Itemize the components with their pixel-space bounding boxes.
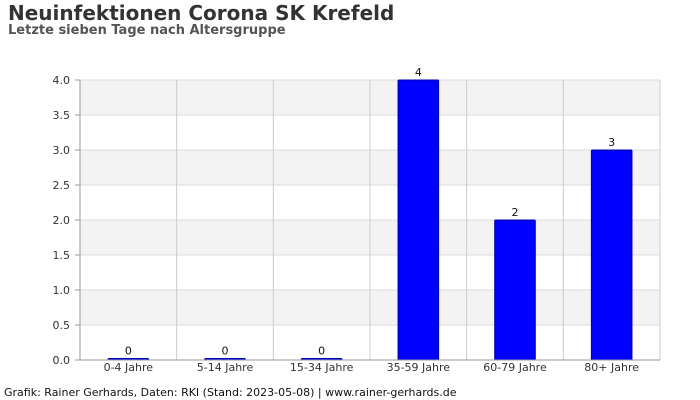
y-tick-label: 4.0 (53, 74, 71, 87)
bar-80-jahre (590, 149, 633, 361)
x-tick-label: 0-4 Jahre (104, 361, 154, 374)
y-tick-label: 1.0 (53, 284, 71, 297)
bar-35-59-jahre (397, 79, 440, 361)
y-tick-label: 0.0 (53, 354, 71, 367)
x-tick-label: 60-79 Jahre (483, 361, 547, 374)
data-label: 0 (222, 345, 229, 358)
data-label: 0 (125, 345, 132, 358)
x-tick-label: 35-59 Jahre (387, 361, 451, 374)
footer-credit: Grafik: Rainer Gerhards, Daten: RKI (Sta… (4, 386, 457, 399)
data-label: 0 (318, 345, 325, 358)
y-tick-label: 1.5 (53, 249, 71, 262)
data-label: 2 (512, 206, 519, 219)
x-tick-label: 80+ Jahre (584, 361, 639, 374)
y-tick-label: 3.5 (53, 109, 71, 122)
chart-subtitle: Letzte sieben Tage nach Altersgruppe (8, 23, 286, 38)
data-label: 4 (415, 66, 422, 79)
x-tick-label: 5-14 Jahre (197, 361, 254, 374)
data-label: 3 (608, 136, 615, 149)
y-tick-label: 2.0 (53, 214, 71, 227)
y-tick-label: 2.5 (53, 179, 71, 192)
y-tick-label: 3.0 (53, 144, 71, 157)
y-tick-label: 0.5 (53, 319, 71, 332)
x-tick-label: 15-34 Jahre (290, 361, 354, 374)
bar-60-79-jahre (494, 219, 536, 361)
chart-title: Neuinfektionen Corona SK Krefeld (8, 1, 395, 25)
